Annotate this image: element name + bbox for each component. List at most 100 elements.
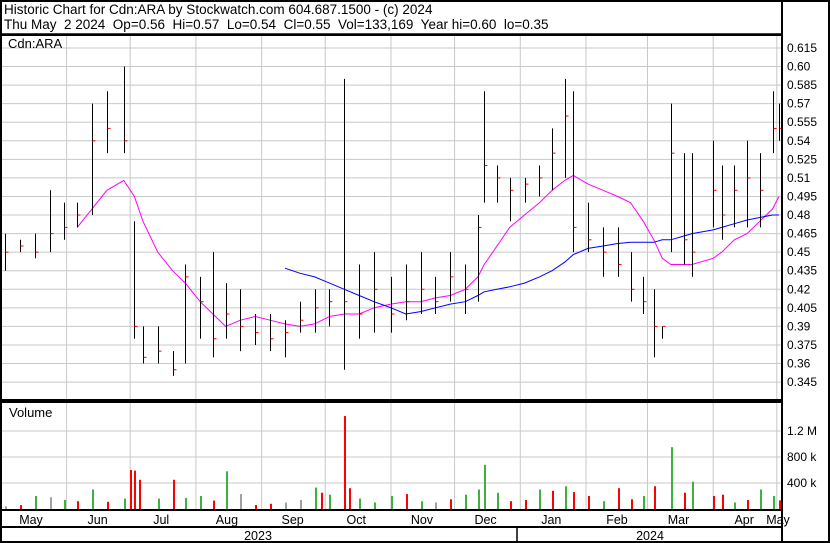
moving-average-short-line — [76, 174, 780, 327]
volume-bar — [747, 499, 749, 509]
year-label: 2024 — [636, 529, 664, 543]
volume-bar — [134, 470, 136, 509]
volume-bar — [50, 497, 52, 509]
volume-bar — [692, 481, 694, 509]
volume-bar — [684, 492, 686, 509]
volume-bar — [92, 489, 94, 509]
volume-bar — [588, 496, 590, 509]
volume-bar — [374, 502, 376, 509]
moving-average-long-line — [284, 214, 779, 315]
volume-bar — [654, 486, 656, 509]
volume-bar — [139, 479, 141, 509]
volume-bar — [525, 499, 527, 509]
volume-bar — [391, 496, 393, 509]
price-tick-label: 0.345 — [787, 375, 817, 389]
volume-bar — [226, 471, 228, 509]
volume-bar — [478, 489, 480, 509]
price-tick-label: 0.57 — [787, 97, 811, 111]
volume-bar — [539, 489, 541, 509]
volume-bar — [213, 500, 215, 509]
month-label: Jun — [88, 513, 108, 527]
month-label: Dec — [474, 513, 496, 527]
volume-tick-label: 1.2 M — [787, 424, 817, 438]
volume-bar — [35, 496, 37, 509]
volume-bar — [779, 500, 781, 509]
volume-bar — [734, 502, 736, 509]
month-label: Apr — [734, 513, 753, 527]
volume-bar — [185, 497, 187, 509]
volume-bar — [300, 499, 302, 509]
volume-bar — [421, 501, 423, 509]
month-label: Mar — [668, 513, 690, 527]
year-label: 2023 — [244, 529, 272, 543]
volume-bar — [359, 498, 361, 509]
price-tick-label: 0.585 — [787, 78, 817, 92]
volume-bar — [484, 464, 486, 509]
volume-tick-label: 400 k — [787, 476, 817, 490]
volume-bar — [722, 494, 724, 509]
price-tick-label: 0.405 — [787, 301, 817, 315]
price-tick-label: 0.465 — [787, 227, 817, 241]
price-panel-title: Cdn:ARA — [8, 36, 63, 51]
volume-bar — [435, 502, 437, 509]
volume-bar — [329, 494, 331, 509]
price-tick-label: 0.555 — [787, 115, 817, 129]
volume-bar — [603, 501, 605, 509]
volume-tick-label: 800 k — [787, 450, 817, 464]
chart-header-title: Historic Chart for Cdn:ARA by Stockwatch… — [4, 2, 433, 17]
volume-bar — [465, 494, 467, 509]
volume-bar — [124, 498, 126, 509]
volume-bar — [565, 486, 567, 509]
volume-bar — [77, 501, 79, 509]
volume-bar — [406, 494, 408, 509]
volume-bar — [107, 501, 109, 509]
volume-bar — [344, 416, 346, 509]
volume-bar — [510, 501, 512, 509]
volume-bar — [315, 487, 317, 509]
chart-header-quote: Thu May 2 2024 Op=0.56 Hi=0.57 Lo=0.54 C… — [4, 17, 549, 32]
volume-bar — [5, 506, 7, 509]
price-tick-label: 0.42 — [787, 282, 811, 296]
volume-bar — [713, 496, 715, 509]
month-label: Jul — [153, 513, 169, 527]
price-tick-label: 0.39 — [787, 319, 811, 333]
volume-bar — [130, 470, 132, 509]
price-tick-label: 0.60 — [787, 60, 811, 74]
price-tick-label: 0.375 — [787, 338, 817, 352]
volume-bar — [671, 447, 673, 509]
volume-bar — [349, 488, 351, 509]
price-tick-label: 0.435 — [787, 264, 817, 278]
price-tick-label: 0.45 — [787, 245, 811, 259]
volume-bar — [497, 492, 499, 509]
volume-bar — [200, 496, 202, 509]
price-tick-label: 0.525 — [787, 152, 817, 166]
volume-bar — [173, 479, 175, 509]
month-label: Nov — [411, 513, 434, 527]
volume-panel-frame — [0, 401, 783, 511]
month-label: Feb — [606, 513, 628, 527]
month-label: May — [19, 513, 43, 527]
volume-panel-title: Volume — [9, 405, 52, 420]
volume-bar — [618, 488, 620, 509]
volume-bar — [321, 492, 323, 509]
volume-bar — [285, 502, 287, 509]
volume-bar — [450, 499, 452, 509]
month-label: Jan — [541, 513, 561, 527]
volume-bar — [255, 505, 257, 509]
price-tick-label: 0.51 — [787, 171, 811, 185]
month-label: Sep — [282, 513, 304, 527]
month-label: Oct — [347, 513, 367, 527]
volume-bar — [552, 490, 554, 509]
volume-bar — [158, 498, 160, 509]
volume-bar — [760, 489, 762, 509]
price-tick-label: 0.495 — [787, 189, 817, 203]
volume-bar — [573, 492, 575, 509]
volume-bar — [631, 499, 633, 509]
volume-bar — [20, 505, 22, 509]
price-tick-label: 0.48 — [787, 208, 811, 222]
price-tick-label: 0.615 — [787, 41, 817, 55]
price-tick-label: 0.54 — [787, 134, 811, 148]
volume-bar — [270, 503, 272, 509]
